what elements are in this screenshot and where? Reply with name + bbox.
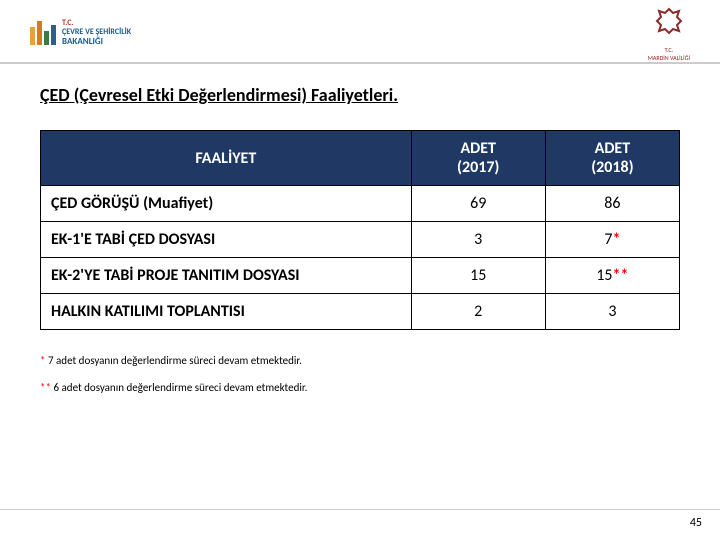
governorate-logo: T.C. MARDİN VALİLİĞİ xyxy=(648,5,690,61)
footer-divider xyxy=(0,509,720,510)
cell-2017: 69 xyxy=(411,186,545,222)
slide-content: ÇED (Çevresel Etki Değerlendirmesi) Faal… xyxy=(0,84,720,394)
governorate-line2: MARDİN VALİLİĞİ xyxy=(648,55,690,61)
page-number: 45 xyxy=(690,516,702,530)
col-header-2017: ADET (2017) xyxy=(411,131,545,186)
slide-header: T.C. ÇEVRE VE ŞEHİRCİLİK BAKANLIĞI T.C. … xyxy=(0,0,720,62)
cell-2018: 7* xyxy=(545,222,679,258)
cell-2017: 15 xyxy=(411,258,545,294)
activities-table: FAALİYET ADET (2017) ADET (2018) ÇED GÖR… xyxy=(40,130,680,330)
col-header-activity: FAALİYET xyxy=(41,131,412,186)
footnote-1-text: 7 adet dosyanın değerlendirme süreci dev… xyxy=(45,354,301,367)
footnotes: * 7 adet dosyanın değerlendirme süreci d… xyxy=(40,354,680,394)
governorate-logo-icon xyxy=(649,5,689,45)
cell-activity: HALKIN KATILIMI TOPLANTISI xyxy=(41,294,412,330)
table-row: HALKIN KATILIMI TOPLANTISI23 xyxy=(41,294,680,330)
cell-activity: EK-2'YE TABİ PROJE TANITIM DOSYASI xyxy=(41,258,412,294)
table-row: ÇED GÖRÜŞÜ (Muafiyet)6986 xyxy=(41,186,680,222)
cell-activity: ÇED GÖRÜŞÜ (Muafiyet) xyxy=(41,186,412,222)
header-divider xyxy=(0,62,720,64)
footnote-1: * 7 adet dosyanın değerlendirme süreci d… xyxy=(40,354,680,367)
cell-2018: 86 xyxy=(545,186,679,222)
footnote-2: ** 6 adet dosyanın değerlendirme süreci … xyxy=(40,381,680,394)
cell-2018: 3 xyxy=(545,294,679,330)
footnote-marker: * xyxy=(612,230,620,249)
table-row: EK-2'YE TABİ PROJE TANITIM DOSYASI1515** xyxy=(41,258,680,294)
cell-2017: 3 xyxy=(411,222,545,258)
ministry-logo-text: T.C. ÇEVRE VE ŞEHİRCİLİK BAKANLIĞI xyxy=(62,19,131,46)
cell-2018: 15** xyxy=(545,258,679,294)
ministry-logo: T.C. ÇEVRE VE ŞEHİRCİLİK BAKANLIĞI xyxy=(30,19,131,46)
ministry-line3: BAKANLIĞI xyxy=(62,37,131,47)
footnote-2-mark: ** xyxy=(40,381,51,394)
page-title: ÇED (Çevresel Etki Değerlendirmesi) Faal… xyxy=(40,84,680,106)
table-header-row: FAALİYET ADET (2017) ADET (2018) xyxy=(41,131,680,186)
ministry-logo-bars xyxy=(30,21,56,45)
cell-2017: 2 xyxy=(411,294,545,330)
cell-activity: EK-1'E TABİ ÇED DOSYASI xyxy=(41,222,412,258)
table-row: EK-1'E TABİ ÇED DOSYASI37* xyxy=(41,222,680,258)
footnote-2-text: 6 adet dosyanın değerlendirme süreci dev… xyxy=(51,381,307,394)
footnote-marker: ** xyxy=(613,266,629,285)
governorate-line1: T.C. xyxy=(648,47,690,53)
col-header-2018: ADET (2018) xyxy=(545,131,679,186)
